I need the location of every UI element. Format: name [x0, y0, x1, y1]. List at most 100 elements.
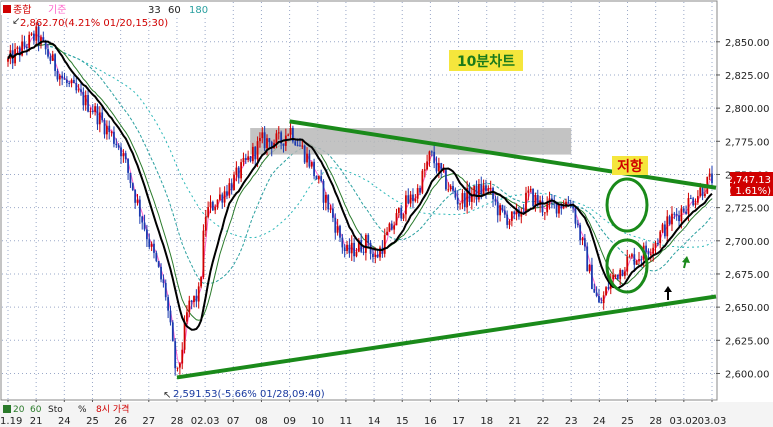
candle-body [195, 295, 198, 302]
x-tick-label: 26 [114, 416, 127, 427]
candle-body [383, 235, 386, 254]
candle-body [188, 300, 191, 313]
candle-body [320, 176, 323, 181]
candle-body [117, 145, 120, 148]
candle-body [315, 175, 318, 180]
candle-body [223, 191, 226, 203]
legend-item-33[interactable]: 33 [148, 5, 161, 16]
candle-body [656, 242, 659, 244]
candle-body [157, 261, 160, 267]
candle-body [167, 297, 170, 311]
candle-body [442, 170, 445, 172]
footer-item-8am[interactable]: 8시 가격 [96, 403, 129, 415]
candle-body [704, 193, 706, 197]
candle-body [485, 185, 487, 191]
candle-body [614, 274, 617, 276]
footer-item-20[interactable]: 20 [13, 405, 25, 415]
candle-body [87, 95, 89, 112]
y-tick-label: 2,625.00 [725, 336, 770, 347]
candle-body [230, 183, 233, 191]
candle-body [480, 184, 483, 195]
candle-body [58, 75, 61, 80]
candle-body [419, 188, 421, 193]
x-tick-label: 03.03 [698, 416, 727, 427]
candle-body [256, 141, 259, 160]
candle-body [268, 138, 271, 142]
candle-body [251, 146, 254, 162]
x-tick-label: 22 [537, 416, 550, 427]
x-tick-label: 21 [30, 416, 43, 427]
candle-body [508, 220, 511, 225]
footer-item-60[interactable]: 60 [30, 405, 42, 415]
candle-body [463, 193, 466, 208]
candle-body [280, 132, 283, 144]
candle-body [445, 170, 447, 190]
legend-item-180[interactable]: 180 [189, 5, 208, 16]
up-arrow-icon [682, 256, 690, 269]
footer-item-sto[interactable]: Sto [48, 405, 63, 415]
candle-body [673, 213, 676, 215]
x-tick-label: 28 [171, 416, 184, 427]
candle-body [364, 234, 367, 253]
candle-body [692, 198, 695, 206]
candle-body [405, 195, 407, 215]
candle-body [207, 207, 210, 217]
candle-body [141, 216, 144, 223]
candle-body [219, 194, 221, 200]
candle-body [621, 269, 624, 276]
candle-body [357, 240, 360, 252]
y-tick-label: 2,650.00 [725, 303, 770, 314]
candle-body [452, 185, 454, 191]
candle-body [101, 112, 104, 121]
candle-body [204, 216, 207, 231]
candle-body [277, 132, 280, 134]
y-tick-label: 2,725.00 [725, 204, 770, 215]
footer-item-pct[interactable]: % [78, 405, 87, 415]
candle-body [494, 199, 497, 202]
candle-body [447, 189, 450, 191]
legend-item-60[interactable]: 60 [168, 5, 181, 16]
circle-upper [605, 177, 649, 233]
legend-item-composite[interactable]: 종합 [13, 4, 31, 16]
candle-body [334, 217, 337, 233]
candle-body [23, 41, 26, 47]
candle-body [628, 256, 631, 258]
candle-body [482, 185, 485, 195]
candle-body [635, 260, 638, 265]
candle-body [51, 54, 54, 61]
candle-body [162, 279, 165, 283]
candle-body [21, 41, 24, 56]
legend-item-base[interactable]: 기준 [48, 4, 66, 16]
candle-body [186, 312, 188, 322]
y-tick-label: 2,800.00 [725, 104, 770, 115]
candle-body [108, 125, 111, 133]
high-note: 2,862.70(4.21% 01/20,15:30) [20, 18, 168, 29]
candle-body [543, 212, 546, 214]
candle-body [532, 188, 534, 206]
candle-body [174, 341, 177, 369]
candle-body [16, 47, 19, 49]
candle-body [63, 78, 66, 80]
x-tick-label: 08 [255, 416, 268, 427]
x-tick-label: 28 [649, 416, 662, 427]
x-tick-label: 02.03 [191, 416, 220, 427]
candle-body [169, 310, 172, 323]
candle-body [148, 239, 151, 247]
candle-body [647, 251, 650, 255]
candle-body [583, 238, 586, 247]
candle-body [131, 183, 134, 191]
candle-body [353, 242, 356, 257]
header-legend-bar [1, 2, 209, 15]
candle-body [247, 156, 250, 160]
candle-body [454, 190, 457, 198]
candle-body [270, 141, 273, 149]
up-arrow-icon [664, 286, 672, 300]
last-value: 2,747.13 [726, 175, 771, 186]
candlesticks [7, 22, 713, 376]
candle-body [289, 127, 292, 135]
candle-body [287, 134, 290, 136]
candle-body [89, 110, 92, 112]
candle-body [164, 282, 167, 298]
candle-body [134, 190, 137, 203]
candle-body [506, 214, 509, 225]
